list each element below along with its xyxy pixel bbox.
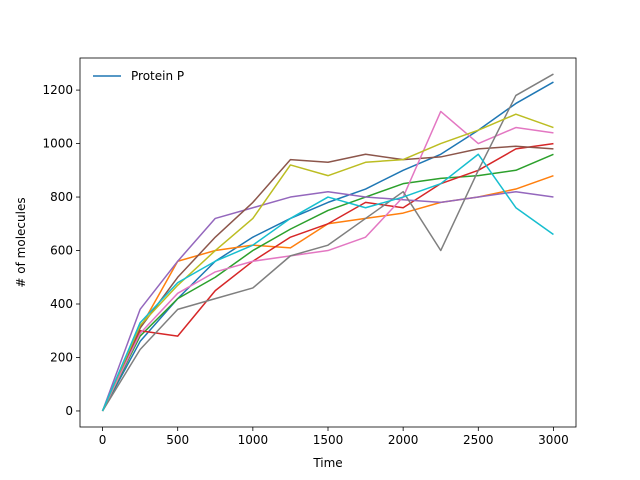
series-line-10 xyxy=(101,153,554,412)
x-tick-label: 500 xyxy=(166,433,189,447)
y-tick-label: 0 xyxy=(65,404,73,418)
series-line-8 xyxy=(101,73,554,412)
plot-area xyxy=(101,73,554,412)
x-tick-label: 2000 xyxy=(388,433,419,447)
x-tick-label: 1500 xyxy=(313,433,344,447)
axes-frame xyxy=(79,57,577,428)
y-axis-label: # of molecules xyxy=(14,197,28,287)
series-line-6 xyxy=(101,145,554,412)
series-line-4 xyxy=(101,142,554,412)
x-tick-label: 0 xyxy=(99,433,107,447)
x-axis-label: Time xyxy=(312,456,342,470)
x-tick-label: 1000 xyxy=(238,433,269,447)
series-line-9 xyxy=(101,113,554,412)
y-tick-label: 200 xyxy=(50,350,73,364)
series-line-5 xyxy=(101,190,554,412)
y-tick-label: 800 xyxy=(50,190,73,204)
y-tick-label: 600 xyxy=(50,244,73,258)
x-tick-label: 2500 xyxy=(463,433,494,447)
y-tick-label: 1200 xyxy=(42,83,73,97)
series-line-3 xyxy=(101,153,554,412)
legend-label: Protein P xyxy=(131,69,184,83)
y-tick-label: 1000 xyxy=(42,137,73,151)
series-line-1 xyxy=(101,81,554,412)
legend: Protein P xyxy=(93,69,184,83)
x-tick-label: 3000 xyxy=(538,433,569,447)
series-line-7 xyxy=(101,110,554,412)
axes: 0 500 1000 1500 2000 2500 3000 0 200 400 600 800 100… xyxy=(42,83,568,447)
plot-frame xyxy=(79,57,577,428)
y-tick-label: 400 xyxy=(50,297,73,311)
